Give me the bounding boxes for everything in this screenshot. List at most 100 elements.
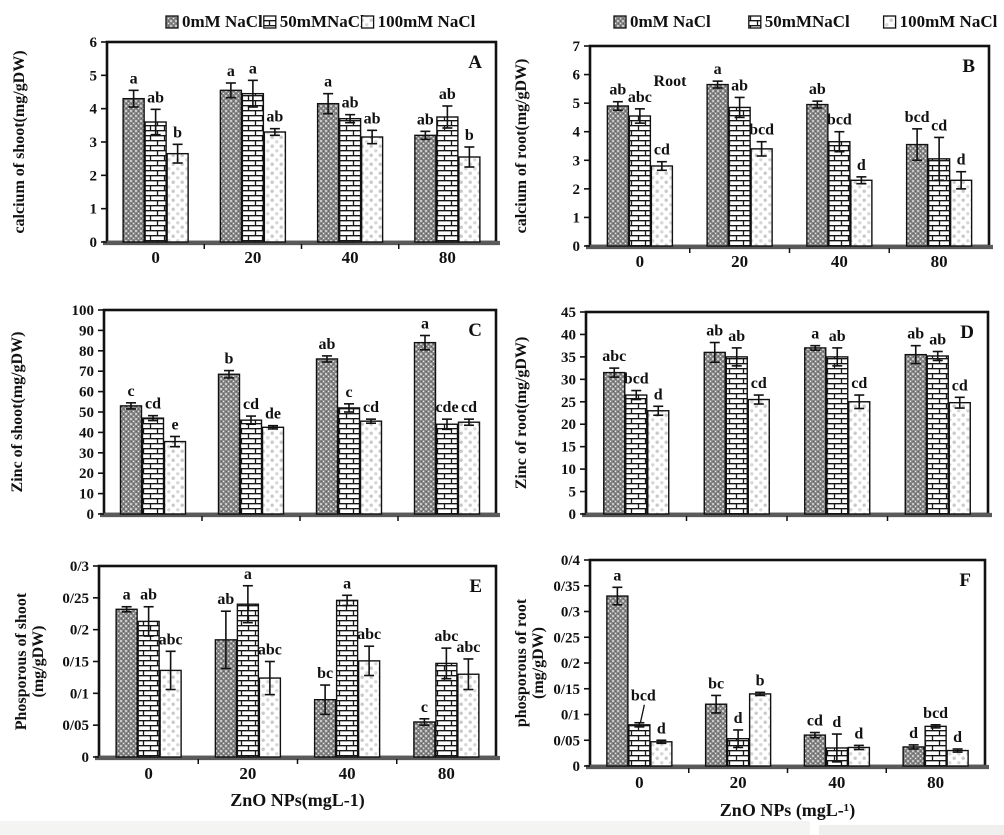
bar-B-0-s2	[650, 165, 674, 247]
sig-letter: bcd	[631, 688, 656, 705]
y-tick-label: 0/25	[62, 591, 89, 607]
y-tick-label: 0/3	[561, 605, 580, 621]
y-tick-label: 90	[79, 323, 94, 339]
bar-C-0-s2	[163, 440, 187, 515]
error-bar	[711, 694, 722, 714]
legend-label: 0mM NaCl	[630, 12, 711, 31]
bar-D-40-s2	[848, 401, 871, 515]
sig-letter: ab	[731, 77, 748, 94]
bar-C-20-s1	[239, 419, 263, 515]
sig-letter: a	[343, 575, 351, 592]
y-axis-title: phosporous of root	[513, 598, 530, 727]
y-tick-label: 7	[573, 39, 581, 55]
x-tick-label: 0	[635, 773, 644, 792]
x-axis: 0 20 40 80	[636, 248, 948, 271]
error-bar	[463, 658, 474, 691]
x-tick-label: 80	[438, 764, 455, 783]
y-tick-label: 2	[573, 182, 581, 198]
error-bar	[956, 170, 967, 190]
bar-D-40-s0	[804, 347, 827, 515]
error-bar	[756, 140, 767, 157]
x-axis: 0 20 40 80	[144, 759, 455, 783]
sig-letter: c	[421, 699, 428, 716]
y-tick-label: 0/1	[561, 708, 580, 724]
sig-letter: cd	[363, 399, 379, 416]
sig-letter: b	[173, 124, 182, 141]
legend-label: 100mM NaCl	[378, 12, 476, 31]
error-bar	[856, 176, 867, 185]
bar-D-20-s2	[747, 398, 770, 515]
bar-F-40-s0	[803, 734, 827, 767]
bar-A-0-s0	[122, 97, 145, 243]
y-tick-label: 40	[561, 327, 576, 343]
bar-C-20-s0	[217, 373, 241, 515]
bar-C-0-s0	[119, 405, 143, 515]
bar-E-0-s0	[115, 608, 138, 758]
sig-letter: cd	[145, 396, 161, 413]
y-tick-label: 50	[79, 405, 94, 421]
x-tick-label: 80	[439, 248, 456, 267]
error-bar	[246, 415, 256, 426]
error-bar	[165, 650, 176, 691]
error-bar	[242, 584, 253, 624]
sig-letter: abc	[456, 639, 480, 656]
chart-cell-A: 0 1 2 3 4 5 6 calcium of shoot(mg/gDW) 0 20 40 80 a a…	[0, 0, 502, 283]
sig-letter: d	[832, 714, 841, 731]
sig-letter: cd	[931, 117, 947, 134]
error-bar	[269, 127, 280, 137]
y-tick-label: 0/15	[62, 655, 89, 671]
y-axis-title: (mg/gDW)	[30, 626, 47, 698]
bar-C-80-s1	[435, 423, 459, 515]
error-bar	[954, 396, 965, 409]
y-axis-title: Zinc of root(mg/gDW)	[513, 337, 530, 490]
y-tick-label: 6	[573, 68, 581, 84]
sig-letter: cd	[851, 375, 867, 392]
chart-cell-E: 0 0/05 0/1 0/15 0/2 0/25 0/3 Phosporous of shoo…	[0, 540, 502, 835]
error-bar	[464, 146, 475, 168]
x-tick-label: 20	[239, 764, 256, 783]
sig-letter: d	[857, 157, 866, 174]
sig-letter: e	[171, 416, 178, 433]
chart-cell-C: 0 10 20 30 40 50 60 70 80 90 100 Zinc of shoot(mg/g…	[0, 278, 502, 545]
error-bar	[225, 82, 236, 99]
legend-swatch-speckle	[613, 15, 627, 29]
bar-C-40-s0	[315, 358, 339, 515]
y-tick-label: 1	[573, 210, 581, 226]
panel-letter: E	[469, 576, 482, 597]
bar-A-0-s1	[144, 121, 167, 243]
error-bar	[930, 724, 941, 729]
bar-B-40-s1	[828, 141, 851, 247]
bar-B-40-s2	[850, 179, 873, 247]
x-tick-label: 20	[730, 773, 747, 792]
sig-letter: de	[265, 406, 281, 423]
y-axis-title: Zinc of shoot(mg/gDW)	[9, 332, 26, 493]
error-bar	[320, 684, 331, 716]
sig-letter: cd	[654, 142, 670, 159]
bar-A-80-s1	[436, 116, 459, 243]
y-tick-label: 4	[90, 102, 98, 118]
sig-letter: a	[130, 70, 138, 87]
bar-A-40-s1	[338, 117, 362, 243]
y-axis: 0 0/05 0/1 0/15 0/2 0/25 0/3 0/35 0/4	[553, 553, 590, 775]
y-tick-label: 0	[573, 759, 581, 775]
y-tick-label: 4	[573, 125, 581, 141]
y-axis-title: (mg/gDW)	[530, 627, 547, 699]
bar-D-0-s0	[603, 371, 626, 515]
y-axis-title: calcium of root(mg/gDW)	[513, 59, 530, 234]
sig-letter: ab	[147, 89, 164, 106]
x-axis-title: ZnO NPs(mgL-1)	[230, 790, 365, 811]
x-tick-label: 20	[731, 252, 748, 271]
error-bar	[733, 729, 744, 749]
y-tick-label: 10	[561, 462, 576, 478]
error-bar	[344, 403, 354, 413]
bar-C-40-s2	[359, 420, 383, 515]
bar-B-20-s1	[728, 106, 751, 247]
y-tick-label: 20	[79, 466, 94, 482]
y-tick-label: 0	[90, 235, 98, 251]
y-axis: 0 5 10 15 20 25 30 35 40 45	[561, 305, 586, 523]
error-bar	[612, 100, 623, 112]
sig-letter: bcd	[923, 705, 948, 722]
y-tick-label: 15	[561, 440, 576, 456]
x-tick-label: 20	[244, 248, 261, 267]
sig-letter: ab	[342, 95, 359, 112]
